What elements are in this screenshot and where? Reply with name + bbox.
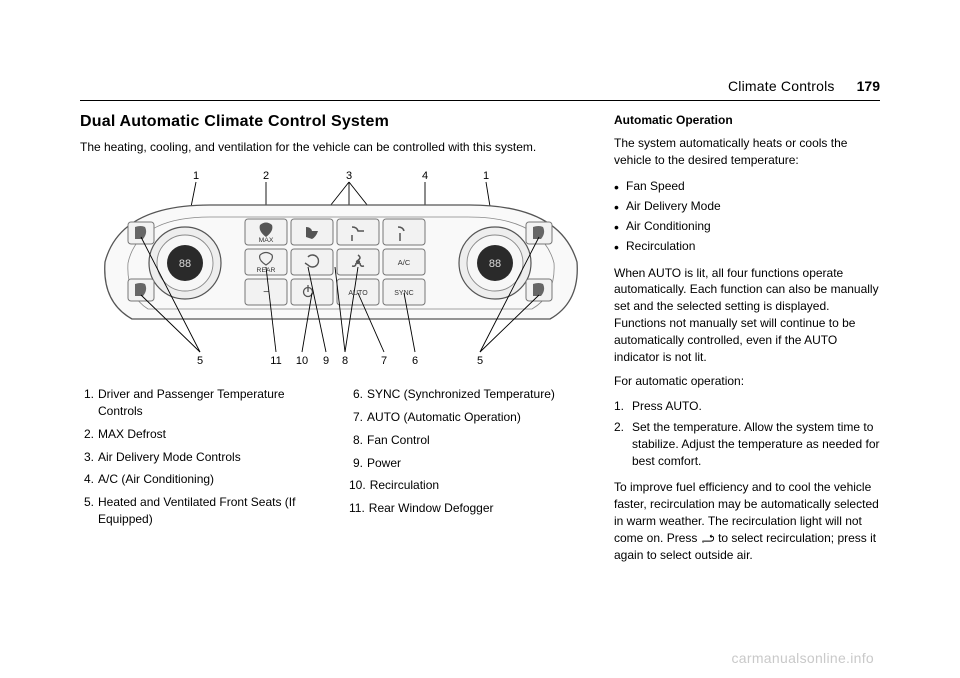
callout-num: 5 (197, 355, 203, 367)
callout-num: 2 (263, 170, 269, 182)
legend-text: SYNC (Synchronized Temperature) (367, 386, 590, 403)
legend-num: 8. (349, 432, 367, 449)
feature-bullets: Fan Speed Air Delivery Mode Air Conditio… (614, 177, 880, 255)
legend-text: Heated and Ventilated Front Seats (If Eq… (98, 494, 321, 528)
passenger-temp-knob: 88 (459, 227, 531, 299)
legend-text: Recirculation (370, 477, 590, 494)
legend-num: 10. (349, 477, 370, 494)
legend-text: Rear Window Defogger (369, 500, 590, 517)
legend-text: AUTO (Automatic Operation) (367, 409, 590, 426)
callout-num: 10 (296, 355, 308, 367)
callout-num: 1 (193, 170, 199, 182)
callout-num: 1 (483, 170, 489, 182)
step-text: Set the temperature. Allow the system ti… (632, 419, 880, 469)
paragraph: The system automatically heats or cools … (614, 135, 880, 169)
svg-text:A/C: A/C (398, 258, 411, 267)
header-page-number: 179 (857, 78, 880, 94)
paragraph: To improve fuel efficiency and to cool t… (614, 479, 880, 563)
step-num: 2. (614, 419, 632, 469)
legend-num: 11. (349, 500, 369, 517)
legend-num: 4. (80, 471, 98, 488)
legend-num: 6. (349, 386, 367, 403)
operation-steps: 1.Press AUTO. 2.Set the temperature. All… (614, 398, 880, 469)
callout-num: 5 (477, 355, 483, 367)
legend-text: Power (367, 455, 590, 472)
header-section-name: Climate Controls (728, 78, 835, 94)
legend-text: Driver and Passenger Temperature Control… (98, 386, 321, 420)
watermark: carmanualsonline.info (732, 650, 875, 666)
callout-num: 9 (323, 355, 329, 367)
legend-num: 5. (80, 494, 98, 528)
legend-text: A/C (Air Conditioning) (98, 471, 321, 488)
callout-num: 6 (412, 355, 418, 367)
automatic-operation-heading: Automatic Operation (614, 113, 880, 127)
page-header: Climate Controls 179 (80, 78, 880, 101)
legend-num: 3. (80, 449, 98, 466)
climate-control-diagram: 1 2 3 4 1 (80, 167, 590, 367)
callout-num: 11 (270, 355, 281, 367)
callout-num: 4 (422, 170, 428, 182)
paragraph: When AUTO is lit, all four functions ope… (614, 265, 880, 366)
legend-num: 7. (349, 409, 367, 426)
callout-num: 8 (342, 355, 348, 367)
svg-text:MAX: MAX (259, 237, 274, 244)
bullet-item: Air Delivery Mode (614, 197, 880, 215)
svg-text:88: 88 (179, 258, 191, 270)
legend-left-col: 1.Driver and Passenger Temperature Contr… (80, 386, 321, 534)
legend-text: Air Delivery Mode Controls (98, 449, 321, 466)
paragraph: For automatic operation: (614, 373, 880, 390)
legend-num: 1. (80, 386, 98, 420)
legend-right-col: 6.SYNC (Synchronized Temperature) 7.AUTO… (349, 386, 590, 534)
intro-text: The heating, cooling, and ventilation fo… (80, 139, 590, 155)
legend-text: MAX Defrost (98, 426, 321, 443)
bullet-item: Recirculation (614, 237, 880, 255)
bullet-item: Fan Speed (614, 177, 880, 195)
diagram-legend: 1.Driver and Passenger Temperature Contr… (80, 386, 590, 534)
step-num: 1. (614, 398, 632, 415)
recirculation-icon (701, 534, 715, 544)
svg-text:88: 88 (489, 258, 501, 270)
driver-temp-knob: 88 (149, 227, 221, 299)
bullet-item: Air Conditioning (614, 217, 880, 235)
section-title: Dual Automatic Climate Control System (80, 113, 590, 131)
legend-num: 2. (80, 426, 98, 443)
callout-num: 3 (346, 170, 352, 182)
callout-num: 7 (381, 355, 387, 367)
legend-num: 9. (349, 455, 367, 472)
legend-text: Fan Control (367, 432, 590, 449)
step-text: Press AUTO. (632, 398, 702, 415)
